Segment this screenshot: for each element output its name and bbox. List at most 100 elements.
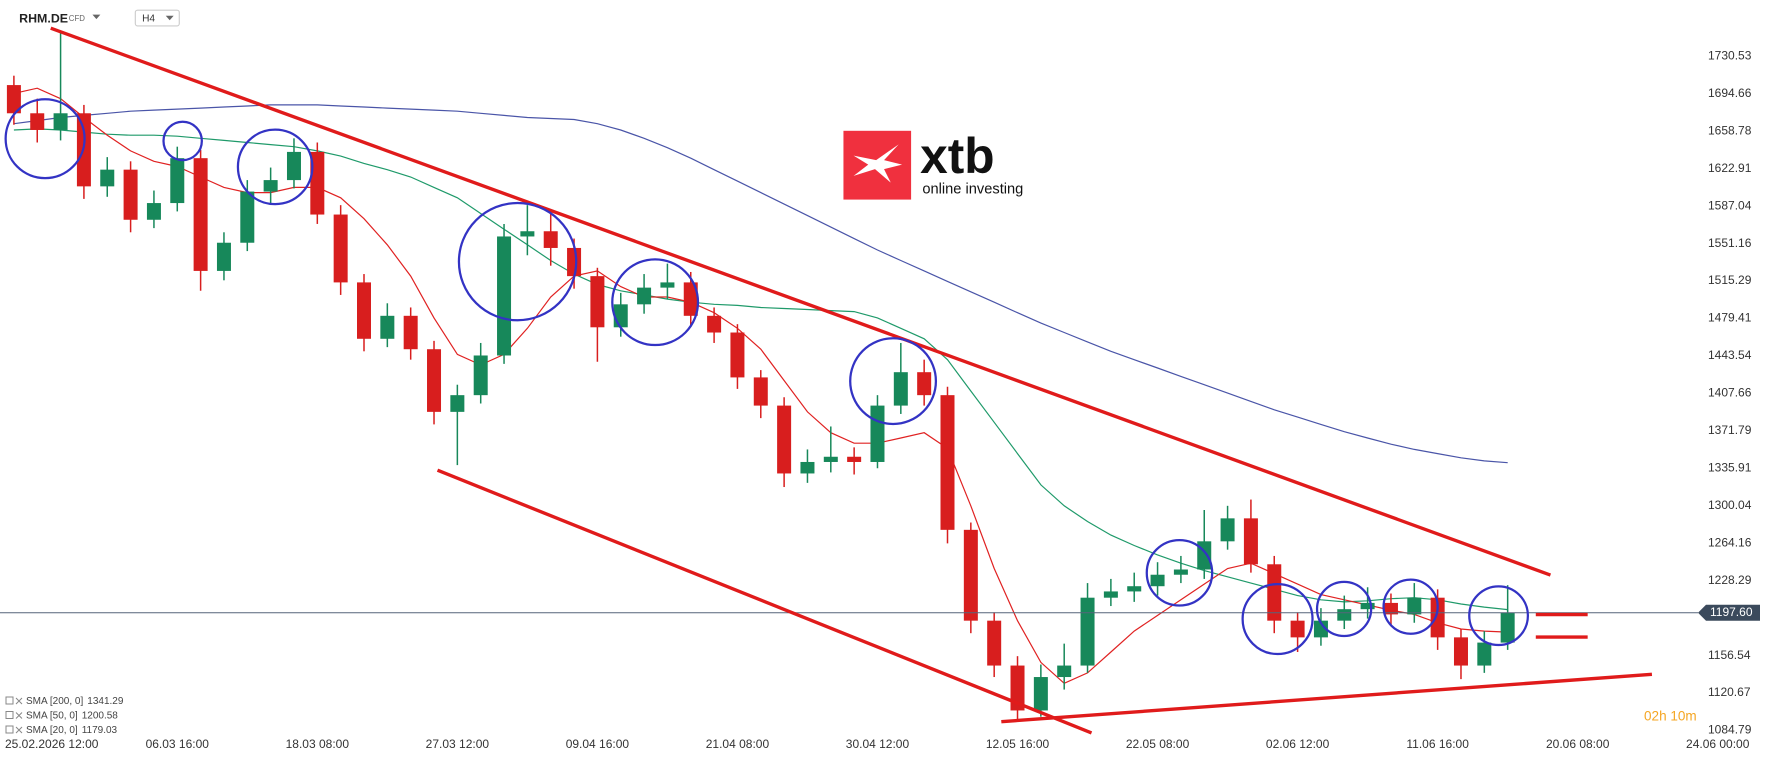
candle-body [240, 191, 255, 243]
circle [849, 337, 938, 426]
x-tick-label: 02.06 12:00 [1266, 737, 1330, 751]
candle-body [1127, 586, 1142, 592]
legend-icon [5, 696, 14, 705]
candle-body [1080, 597, 1095, 666]
legend-icon [5, 711, 14, 719]
candle-body [1477, 642, 1492, 666]
y-tick-label: 1120.67 [1708, 685, 1751, 699]
candle-body [753, 377, 768, 406]
circle [162, 120, 203, 162]
y-tick-label: 1443.54 [1708, 348, 1752, 362]
legend-value: 1179.03 [82, 725, 118, 736]
x-tick-label: 21.04 08:00 [706, 737, 770, 751]
candle-body [403, 315, 418, 350]
countdown: 02h 10m [1644, 709, 1697, 724]
y-tick-label: 1084.79 [1708, 723, 1752, 737]
x-tick-label: 25.02.2026 12:00 [5, 737, 99, 751]
circle [1241, 582, 1314, 656]
candle-body [6, 85, 21, 114]
candle-body [660, 282, 675, 288]
candle-body [1337, 609, 1352, 621]
y-tick-label: 1622.91 [1708, 161, 1752, 175]
trendline [50, 26, 1552, 577]
y-tick-label: 1658.78 [1708, 123, 1752, 137]
legend-name: SMA [200, 0] [26, 696, 83, 707]
candle-body [216, 242, 231, 271]
candle-body [1383, 602, 1398, 615]
plot: 1084.79 1120.67 1156.54 1228.29 1264.16 1300.… [0, 31, 1760, 751]
legend-close-icon [15, 726, 23, 734]
candle-body [1360, 602, 1375, 610]
candle-body [917, 372, 932, 396]
candle-body [590, 276, 605, 328]
candle-body [1220, 518, 1235, 542]
candle-body [823, 456, 838, 462]
candle-body [613, 304, 628, 328]
circle [1382, 578, 1439, 635]
candle-body [310, 151, 325, 215]
candle-body [100, 169, 115, 187]
x-tick-label: 27.03 12:00 [426, 737, 490, 751]
legend-entry: SMA [20, 0] 1179.03 [26, 725, 118, 736]
candle-body [1033, 677, 1048, 711]
x-tick-label: 20.06 08:00 [1546, 737, 1610, 751]
candle-body [1313, 620, 1328, 638]
candle-body [193, 158, 208, 271]
y-tick-label: 1515.29 [1708, 273, 1752, 287]
candle-body [543, 231, 558, 248]
circle [4, 98, 86, 180]
legend-close-icon [15, 712, 23, 719]
candle-body [637, 287, 652, 305]
legend-entry: SMA [50, 0] 1200.58 [26, 710, 118, 721]
candle-body [1453, 637, 1468, 666]
price-label: 1197.60 [1710, 605, 1753, 619]
candle-body [1267, 564, 1282, 621]
candle-body [333, 214, 348, 283]
y-tick-label: 1156.54 [1708, 648, 1751, 662]
candle-body [1500, 612, 1515, 643]
candle-body [777, 405, 792, 474]
candle-body [450, 395, 465, 412]
circle [457, 201, 578, 322]
candle-body [1057, 665, 1072, 678]
x-tick-label: 30.04 12:00 [846, 737, 910, 751]
candle-body [286, 151, 301, 181]
candle-body [473, 355, 488, 396]
circle [1315, 580, 1373, 638]
candle-body [800, 461, 815, 474]
dropdown-icon[interactable] [92, 14, 101, 20]
candle-body [893, 372, 908, 406]
sma-line [13, 128, 1508, 611]
y-tick-label: 1264.16 [1708, 535, 1752, 549]
symbol[interactable]: RHM.DE [19, 11, 68, 25]
trendlines [50, 26, 1653, 735]
x-tick-label: 06.03 16:00 [146, 737, 210, 751]
y-tick-label: 1300.04 [1708, 498, 1752, 512]
y-tick-label: 1407.66 [1708, 386, 1752, 400]
candle-body [847, 456, 862, 462]
legend-name: SMA [20, 0] [26, 725, 78, 736]
candle-body [1150, 574, 1165, 587]
instrument: CFD [69, 14, 85, 23]
candle-body [170, 158, 185, 204]
legend-icon [5, 725, 14, 734]
candle-body [730, 332, 745, 378]
candle-body [497, 236, 512, 356]
legend-value: 1200.58 [82, 710, 119, 721]
legend-entry: SMA [200, 0] 1341.29 [26, 696, 124, 707]
timeframe-box[interactable] [134, 9, 180, 27]
candle-body [123, 169, 138, 220]
candle-body [1103, 591, 1118, 598]
dropdown-icon[interactable] [165, 15, 174, 21]
y-tick-label: 1371.79 [1708, 423, 1752, 437]
timeframe[interactable]: H4 [142, 13, 155, 24]
legend-name: SMA [50, 0] [26, 710, 78, 721]
circle [1145, 538, 1214, 607]
y-tick-label: 1730.53 [1708, 49, 1752, 63]
x-tick-label: 09.04 16:00 [566, 737, 630, 751]
candle-body [53, 113, 68, 130]
y-tick-label: 1335.91 [1708, 461, 1752, 475]
candle-body [1407, 597, 1422, 615]
